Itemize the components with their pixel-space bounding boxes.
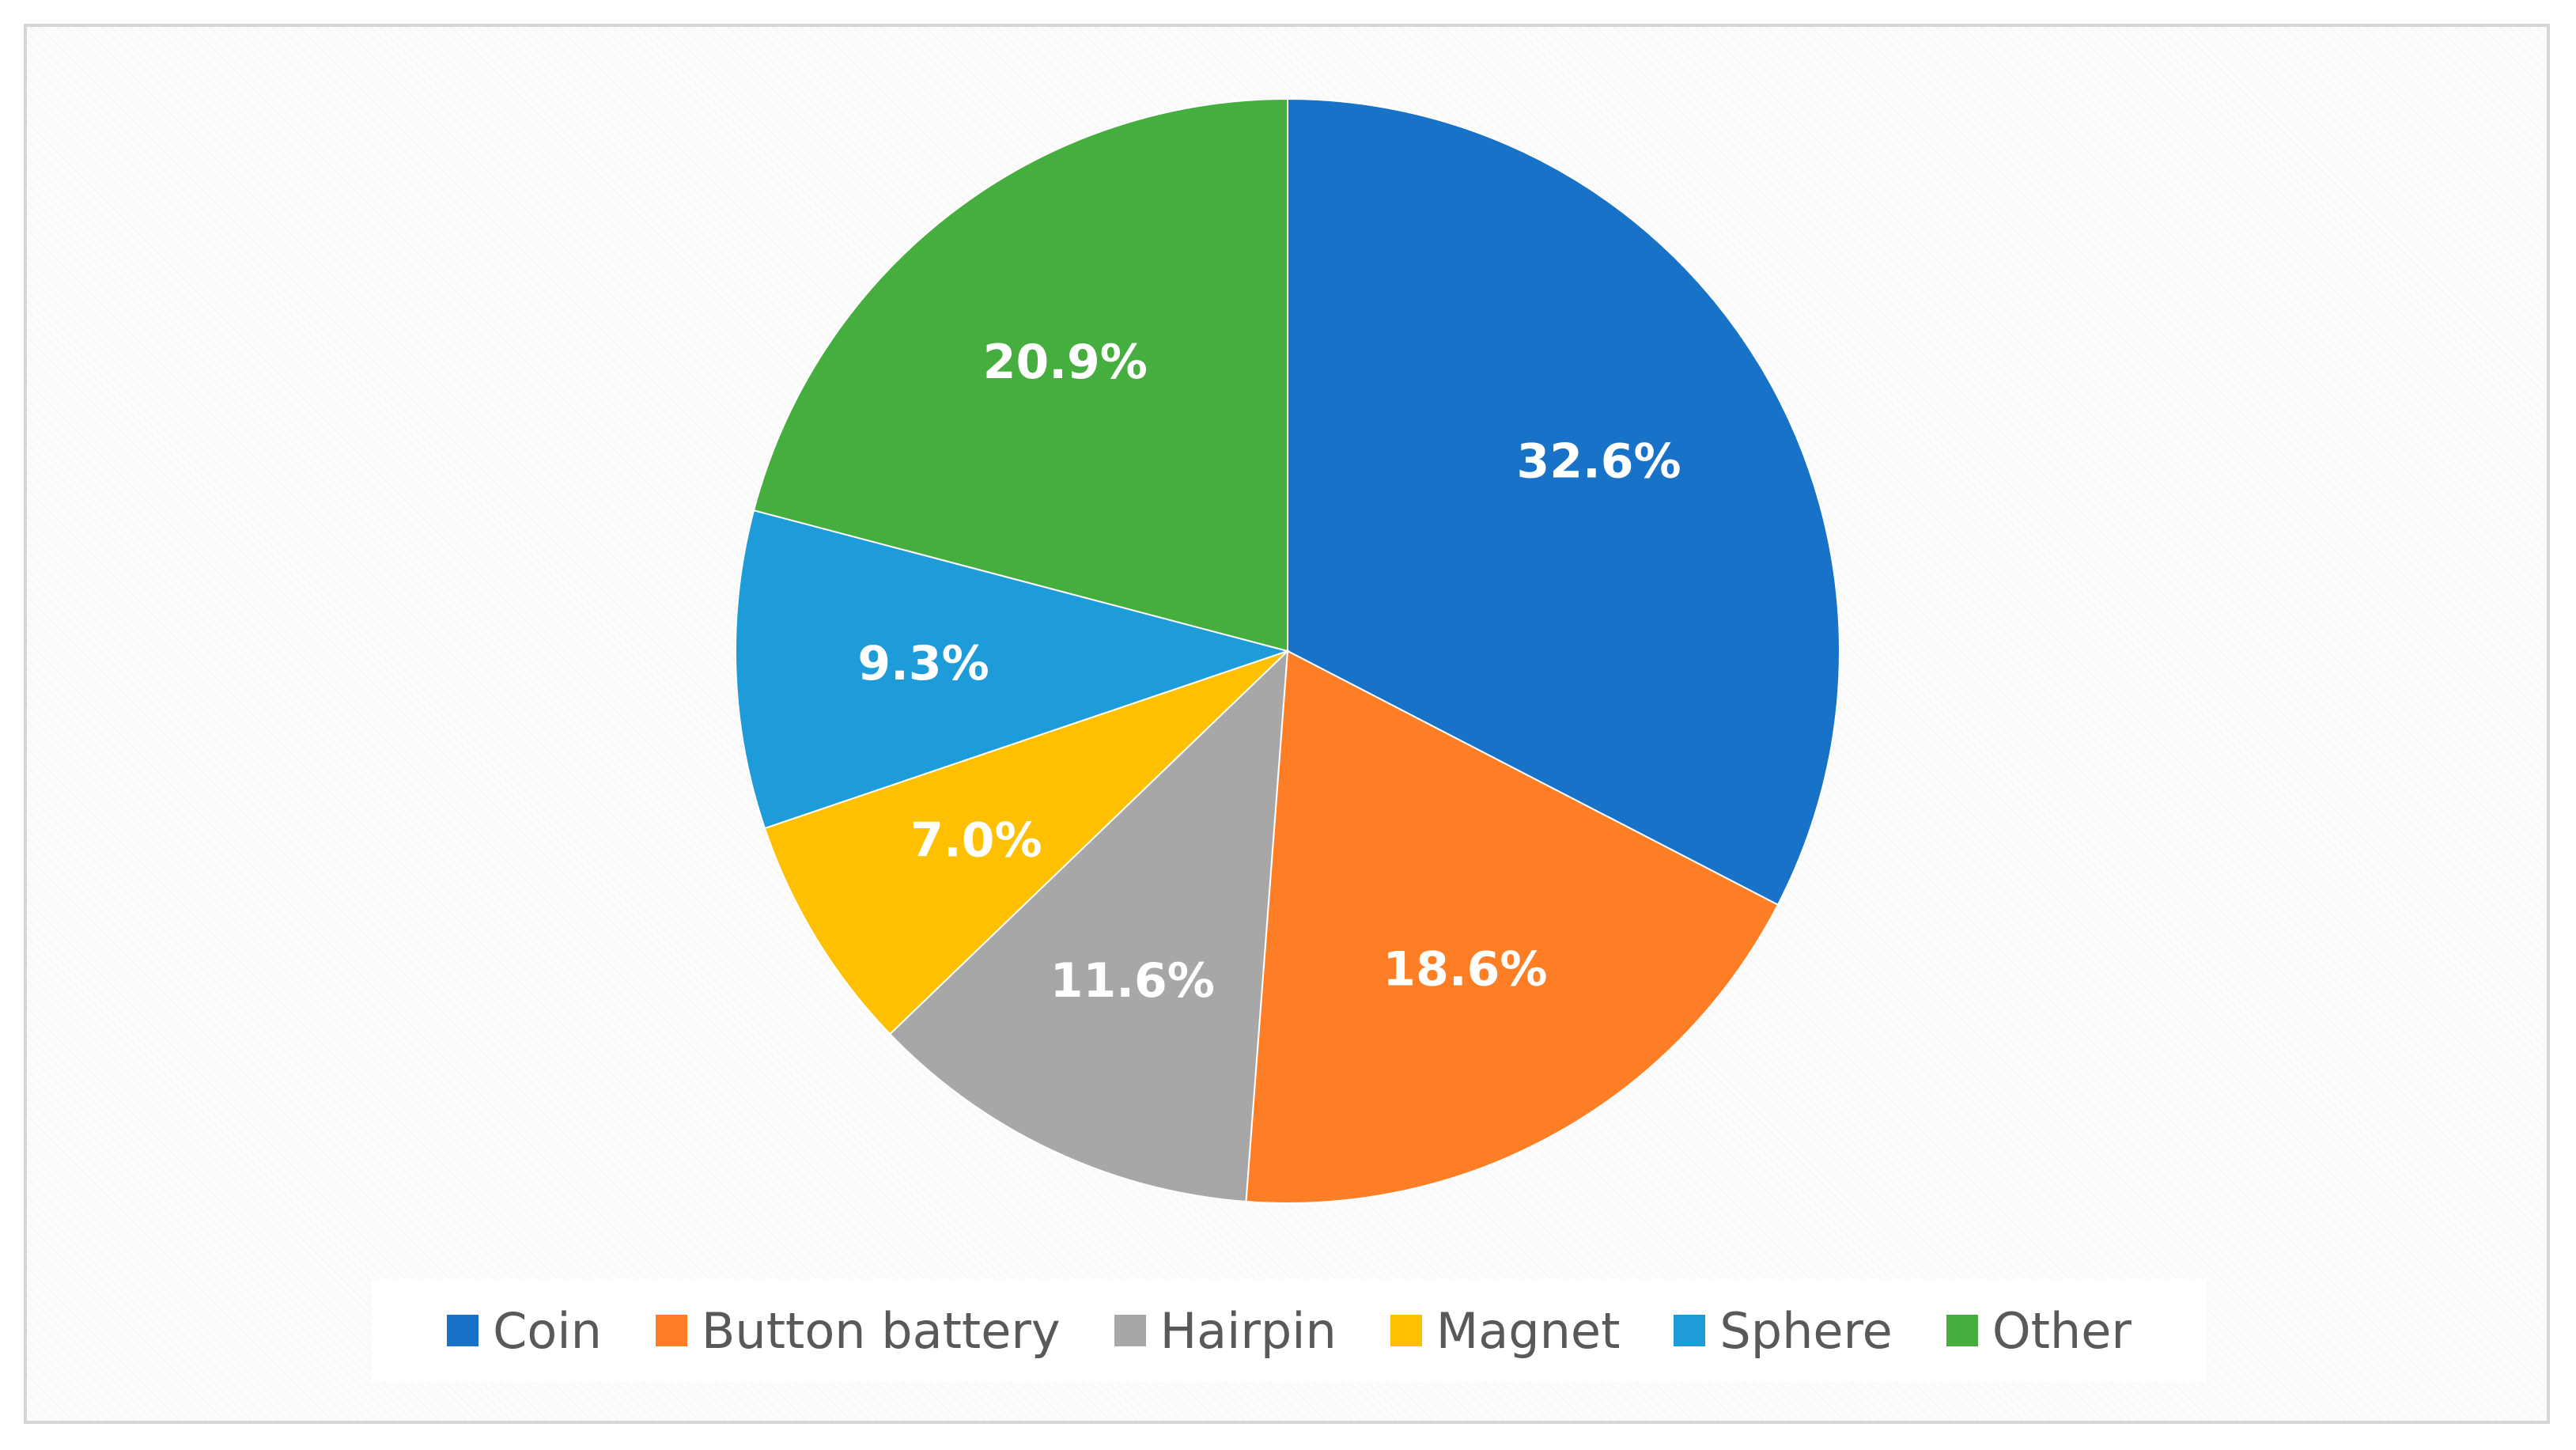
legend-label: Button battery <box>701 1301 1061 1360</box>
legend-item-coin: Coin <box>447 1302 602 1360</box>
legend-item-other: Other <box>1946 1302 2132 1360</box>
slice-value-label-coin: 32.6% <box>1516 434 1681 490</box>
legend-swatch <box>1114 1315 1146 1346</box>
slice-value-label-sphere: 9.3% <box>857 636 989 691</box>
pie-slice-sphere <box>735 509 1291 830</box>
pie-slice-other <box>752 97 1288 653</box>
legend-swatch <box>1946 1315 1978 1346</box>
legend-label: Coin <box>493 1301 602 1360</box>
legend-label: Hairpin <box>1159 1301 1337 1360</box>
slice-value-label-other: 20.9% <box>983 335 1148 390</box>
legend-item-magnet: Magnet <box>1390 1301 1621 1360</box>
slice-value-label-button-battery: 18.6% <box>1383 941 1547 997</box>
pie-slice-coin <box>1287 97 1840 907</box>
pie-slice-hairpin <box>888 649 1289 1203</box>
legend-swatch <box>447 1315 479 1346</box>
legend-swatch <box>1674 1315 1706 1346</box>
pie-labels: 32.6% 18.6% 11.6% 7.0% 9.3% 20.9% <box>857 335 1681 1009</box>
pie-slice-button-battery <box>1245 649 1780 1204</box>
legend-item-hairpin: Hairpin <box>1114 1302 1337 1360</box>
legend-label: Sphere <box>1719 1301 1893 1360</box>
legend: Coin Button battery Hairpin Magnet Sphere Oth… <box>372 1279 2207 1382</box>
pie-slice-magnet <box>763 650 1288 1035</box>
legend-swatch <box>1390 1315 1422 1346</box>
slice-value-label-hairpin: 11.6% <box>1050 953 1215 1009</box>
slice-value-label-magnet: 7.0% <box>910 812 1042 868</box>
legend-item-sphere: Sphere <box>1674 1301 1893 1360</box>
legend-label: Other <box>1992 1301 2132 1360</box>
pie-slices <box>735 97 1840 1204</box>
legend-label: Magnet <box>1436 1301 1621 1360</box>
legend-item-button-battery: Button battery <box>655 1301 1061 1360</box>
legend-swatch <box>655 1315 687 1346</box>
